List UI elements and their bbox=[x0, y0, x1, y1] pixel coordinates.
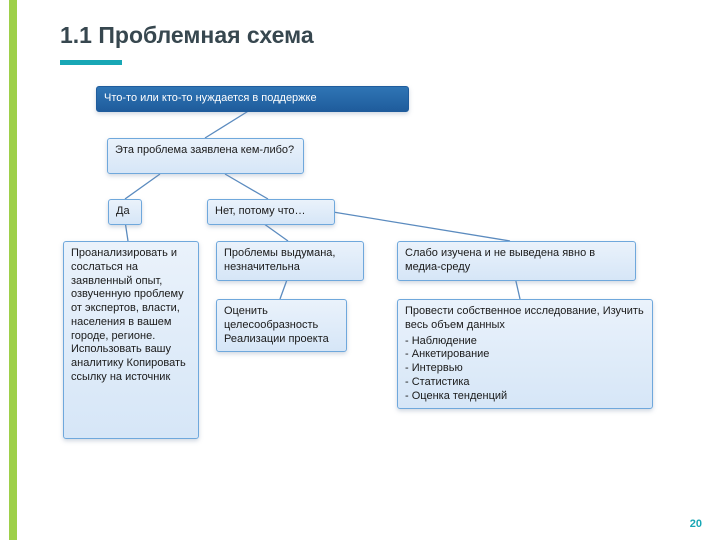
node-fake-text: Проблемы выдумана, незначительна bbox=[224, 247, 335, 273]
list-item: Анкетирование bbox=[405, 348, 645, 362]
node-weak: Слабо изучена и не выведена явно в медиа… bbox=[397, 241, 636, 281]
node-root-text: Что-то или кто-то нуждается в поддержке bbox=[104, 92, 317, 104]
node-research-list: НаблюдениеАнкетированиеИнтервьюСтатистик… bbox=[405, 335, 645, 404]
node-root: Что-то или кто-то нуждается в поддержке bbox=[96, 86, 409, 112]
accent-sidebar bbox=[9, 0, 17, 540]
list-item: Наблюдение bbox=[405, 335, 645, 349]
list-item: Оценка тенденций bbox=[405, 390, 645, 404]
node-q1: Эта проблема заявлена кем-либо? bbox=[107, 138, 304, 174]
list-item: Интервью bbox=[405, 362, 645, 376]
edge-no-weak bbox=[333, 212, 510, 241]
node-research: Провести собственное исследование, Изучи… bbox=[397, 299, 653, 409]
node-no-text: Нет, потому что… bbox=[215, 205, 306, 217]
edge-q1-no bbox=[225, 174, 268, 199]
list-item: Статистика bbox=[405, 376, 645, 390]
node-assess-text: Оценить целесообразность Реализации прое… bbox=[224, 305, 329, 345]
node-analyze-text: Проанализировать и сослаться на заявленн… bbox=[71, 247, 186, 383]
title-underline bbox=[60, 60, 122, 65]
node-analyze: Проанализировать и сослаться на заявленн… bbox=[63, 241, 199, 439]
node-assess: Оценить целесообразность Реализации прое… bbox=[216, 299, 347, 352]
node-yes: Да bbox=[108, 199, 142, 225]
node-q1-text: Эта проблема заявлена кем-либо? bbox=[115, 144, 294, 156]
node-no: Нет, потому что… bbox=[207, 199, 335, 225]
page-title: 1.1 Проблемная схема bbox=[60, 22, 314, 49]
edge-root-q1 bbox=[205, 110, 250, 138]
node-weak-text: Слабо изучена и не выведена явно в медиа… bbox=[405, 247, 595, 273]
node-fake: Проблемы выдумана, незначительна bbox=[216, 241, 364, 281]
node-yes-text: Да bbox=[116, 205, 130, 217]
node-research-text: Провести собственное исследование, Изучи… bbox=[405, 305, 644, 331]
page-number: 20 bbox=[690, 518, 702, 530]
edge-q1-yes bbox=[125, 174, 160, 199]
